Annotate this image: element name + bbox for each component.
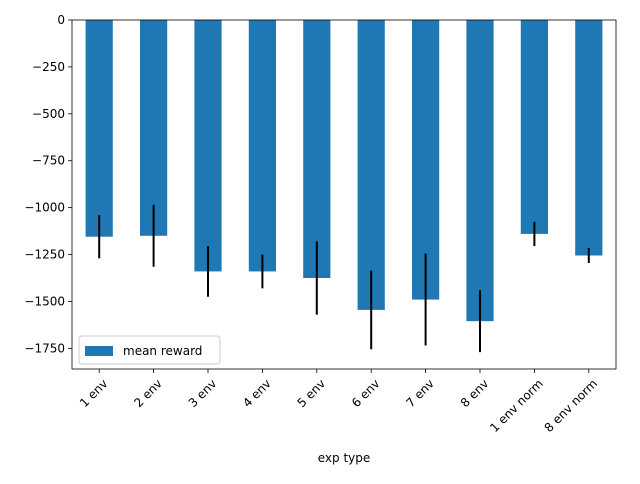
x-tick-label-6: 7 env (403, 376, 437, 410)
x-tick-label-2: 3 env (186, 376, 220, 410)
y-tick-label-4: −1000 (24, 201, 65, 215)
x-tick-label-3: 4 env (240, 376, 274, 410)
x-tick-label-8: 1 env norm (487, 376, 545, 434)
x-tick-label-9: 8 env norm (542, 376, 600, 434)
legend-label: mean reward (123, 344, 202, 358)
bar-5 (357, 20, 385, 310)
legend-swatch (85, 346, 113, 356)
bar-0 (85, 20, 113, 237)
y-axis: 0 −250 −500 −750 −1000 −1250 −1500 −1750 (24, 13, 72, 355)
y-tick-label-2: −500 (32, 107, 65, 121)
x-axis: 1 env 2 env 3 env 4 env 5 env 6 env 7 env 8 env… (77, 369, 600, 435)
y-tick-label-5: −1250 (24, 248, 65, 262)
x-axis-label: exp type (318, 451, 371, 465)
bar-3 (248, 20, 276, 272)
x-tick-label-5: 6 env (349, 376, 383, 410)
bar-2 (194, 20, 222, 272)
bar-6 (412, 20, 440, 300)
y-tick-label-3: −750 (32, 154, 65, 168)
bar-1 (140, 20, 168, 236)
plot-frame (71, 19, 617, 370)
bar-7 (466, 20, 494, 322)
y-tick-label-0: 0 (57, 13, 65, 27)
bar-8 (520, 20, 548, 234)
x-tick-label-0: 1 env (77, 376, 111, 410)
bar-9 (575, 20, 603, 256)
bars-group (85, 20, 603, 322)
y-tick-label-7: −1750 (24, 341, 65, 355)
x-tick-label-4: 5 env (295, 376, 329, 410)
legend-box (78, 335, 221, 365)
y-tick-label-1: −250 (32, 60, 65, 74)
bar-4 (303, 20, 331, 278)
x-tick-label-7: 8 env (458, 376, 492, 410)
x-tick-label-1: 2 env (131, 376, 165, 410)
errorbars-group (98, 204, 590, 353)
legend: mean reward (78, 335, 221, 365)
y-tick-label-6: −1500 (24, 294, 65, 308)
